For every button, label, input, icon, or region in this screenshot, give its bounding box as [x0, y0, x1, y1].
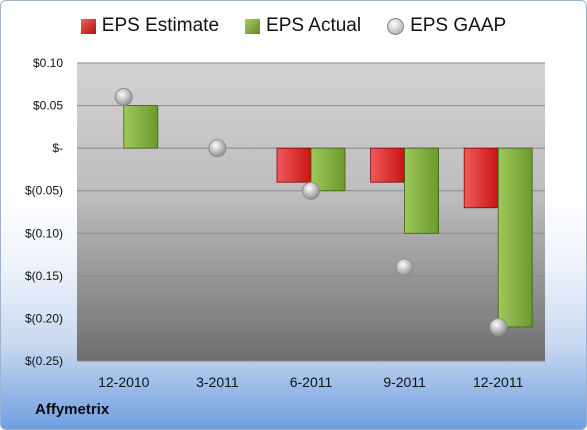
y-tick-label: $(0.20): [25, 311, 63, 325]
legend-item-eps-gaap: EPS GAAP: [387, 15, 506, 37]
bar-eps-actual: [310, 147, 346, 192]
point-eps-gaap: [395, 258, 414, 277]
chart-legend: EPS Estimate EPS Actual EPS GAAP: [1, 15, 586, 37]
gaap-points: [114, 88, 508, 336]
point-eps-gaap: [489, 317, 508, 336]
point-eps-gaap: [114, 88, 133, 107]
y-tick-label: $(0.05): [25, 184, 63, 198]
point-eps-gaap: [302, 181, 320, 200]
x-tick-label: 12-2010: [98, 374, 150, 390]
x-tick-label: 9-2011: [383, 374, 426, 390]
y-tick-label: $0.10: [33, 56, 63, 70]
x-tick-label: 3-2011: [196, 374, 239, 390]
bar-eps-actual: [123, 105, 159, 149]
legend-label-eps-estimate: EPS Estimate: [101, 15, 220, 36]
legend-swatch-eps-actual: [245, 18, 261, 34]
legend-label-eps-gaap: EPS GAAP: [410, 15, 507, 36]
legend-swatch-eps-gaap: [387, 17, 405, 35]
y-axis-ticks: $0.10 $0.05 $- $(0.05) $(0.10) $(0.15) $(0.20)…: [25, 56, 63, 368]
bar-eps-estimate: [276, 147, 312, 183]
y-tick-label: $(0.15): [25, 269, 63, 283]
legend-item-eps-actual: EPS Actual: [245, 15, 361, 37]
y-tick-label: $(0.10): [25, 226, 63, 240]
point-eps-gaap: [208, 139, 227, 158]
bar-eps-actual: [497, 147, 533, 328]
bars: [123, 105, 533, 328]
legend-label-eps-actual: EPS Actual: [266, 15, 362, 36]
y-tick-label: $0.05: [33, 99, 63, 113]
bar-eps-estimate: [463, 147, 499, 209]
x-tick-label: 6-2011: [290, 374, 333, 390]
bar-eps-estimate: [370, 147, 406, 183]
y-tick-label: $-: [52, 141, 63, 155]
legend-swatch-eps-estimate: [80, 18, 96, 34]
bar-eps-actual: [404, 147, 440, 234]
y-tick-label: $(0.25): [25, 354, 63, 368]
x-tick-label: 12-2011: [473, 374, 524, 390]
x-axis-ticks: 12-2010 3-2011 6-2011 9-2011 12-2011: [98, 374, 523, 390]
company-name: Affymetrix: [35, 401, 110, 418]
legend-item-eps-estimate: EPS Estimate: [80, 15, 220, 37]
